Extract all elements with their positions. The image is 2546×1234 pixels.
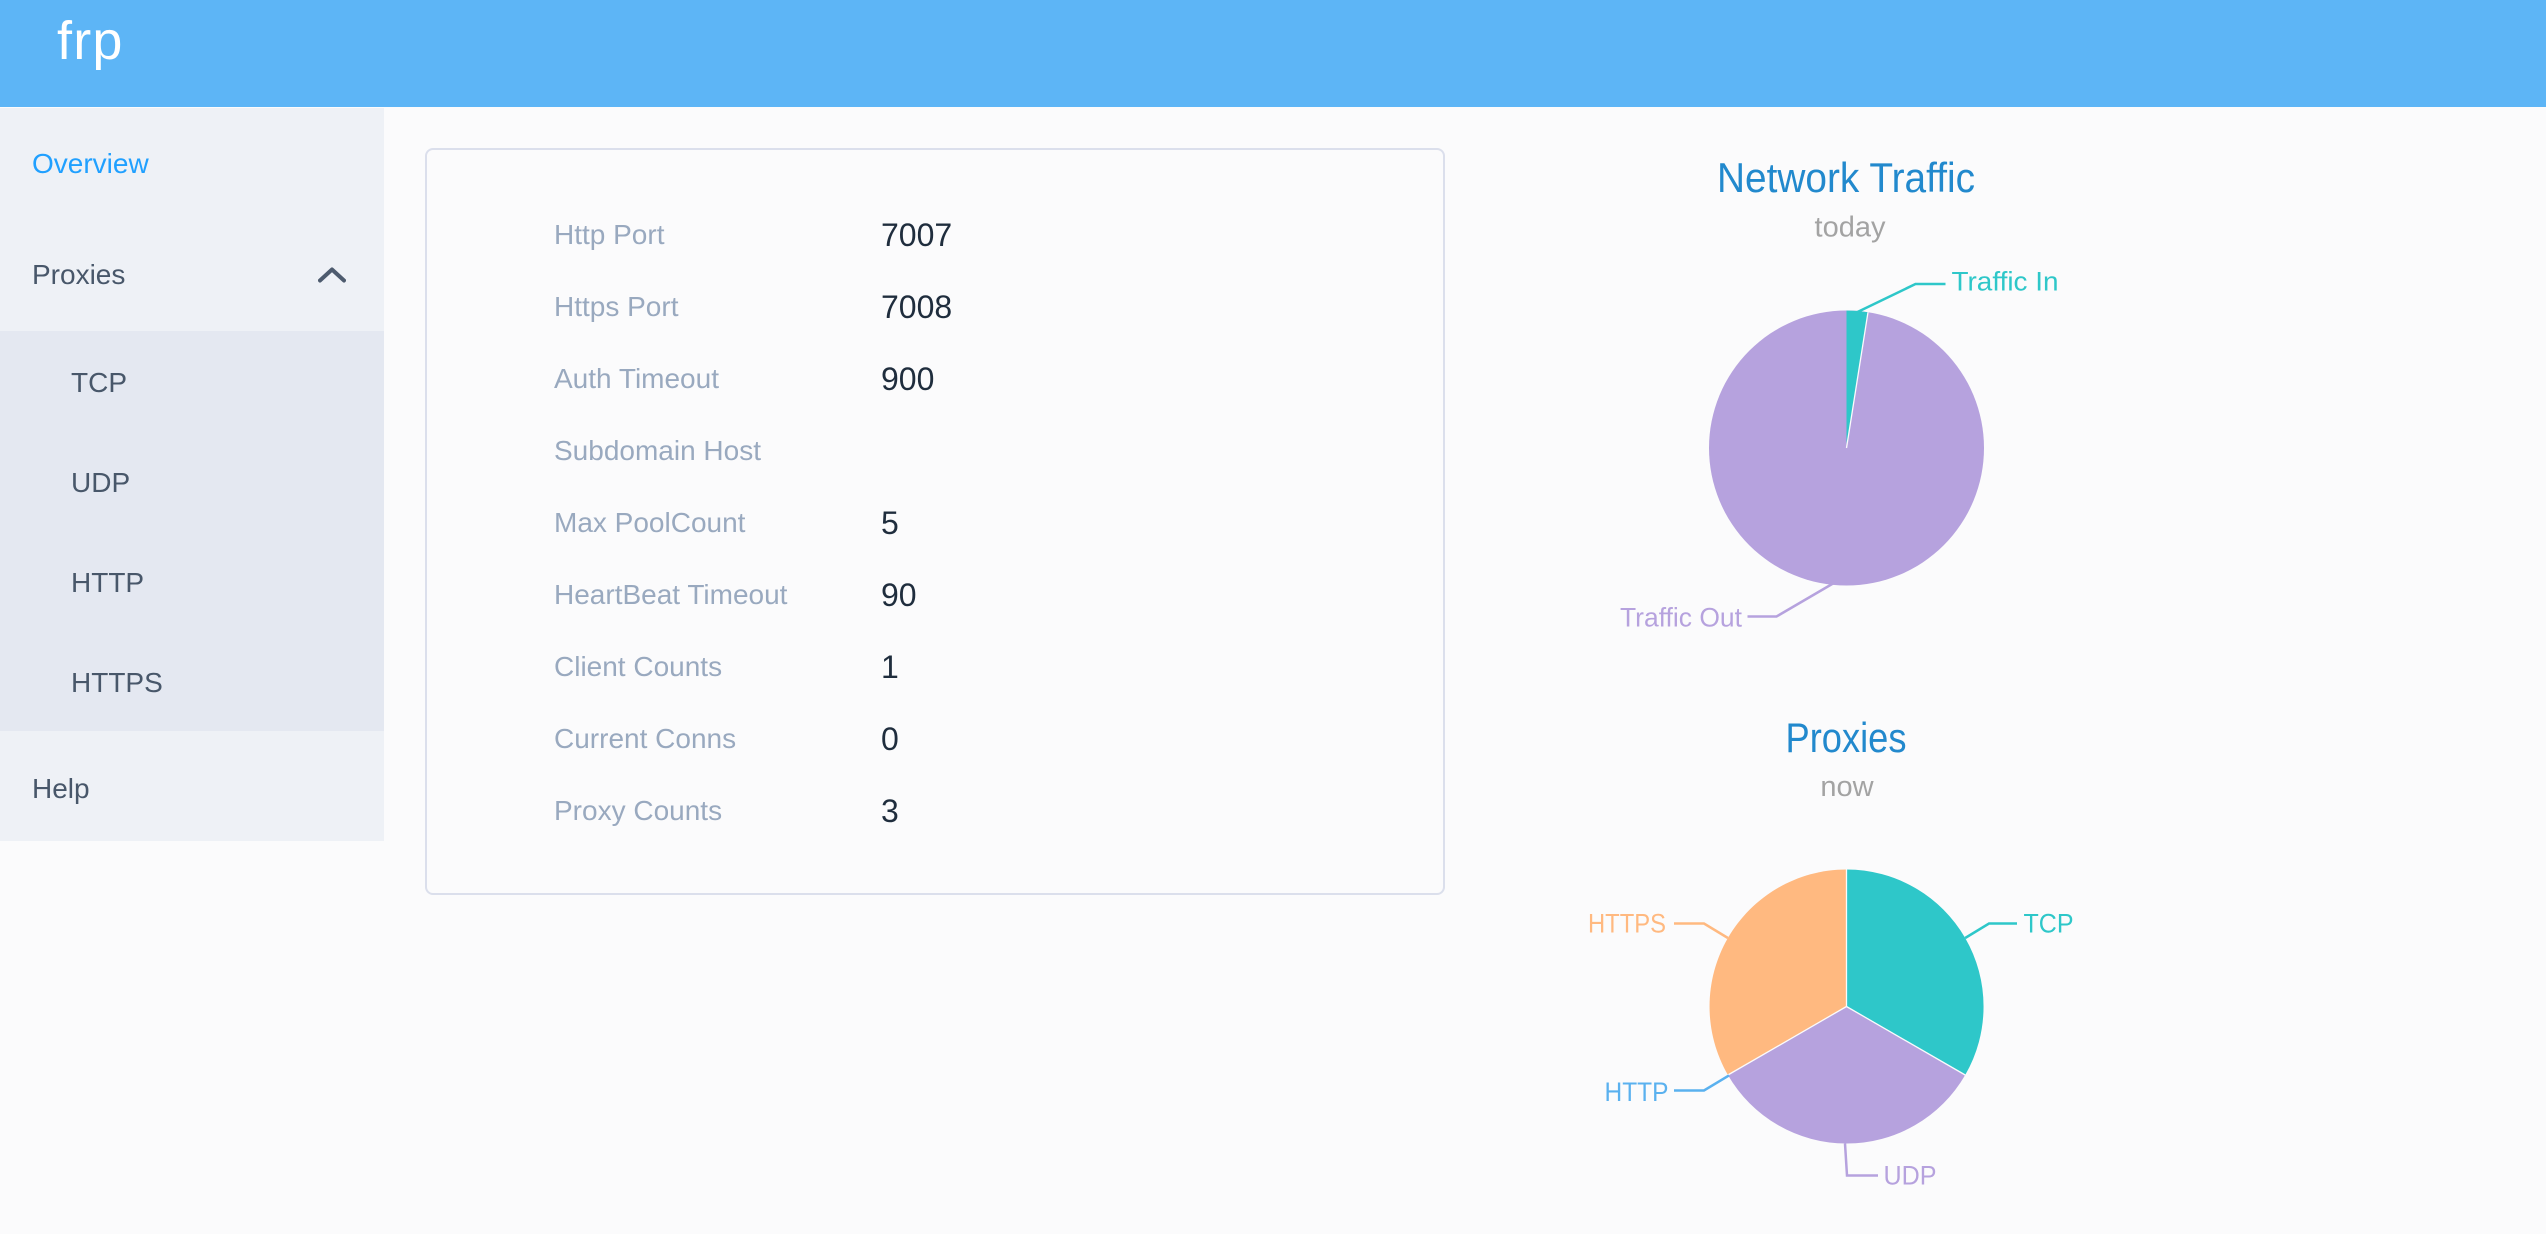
svg-text:Traffic In: Traffic In: [1952, 267, 2059, 297]
svg-text:Network Traffic: Network Traffic: [1717, 154, 1975, 201]
svg-text:TCP: TCP: [2024, 909, 2074, 939]
svg-text:today: today: [1815, 212, 1886, 244]
svg-text:UDP: UDP: [1884, 1161, 1937, 1191]
svg-text:now: now: [1820, 771, 1874, 803]
svg-text:HTTPS: HTTPS: [1588, 909, 1666, 939]
svg-text:HTTP: HTTP: [1605, 1077, 1669, 1107]
svg-text:Traffic Out: Traffic Out: [1620, 603, 1742, 633]
svg-text:Proxies: Proxies: [1786, 714, 1907, 761]
